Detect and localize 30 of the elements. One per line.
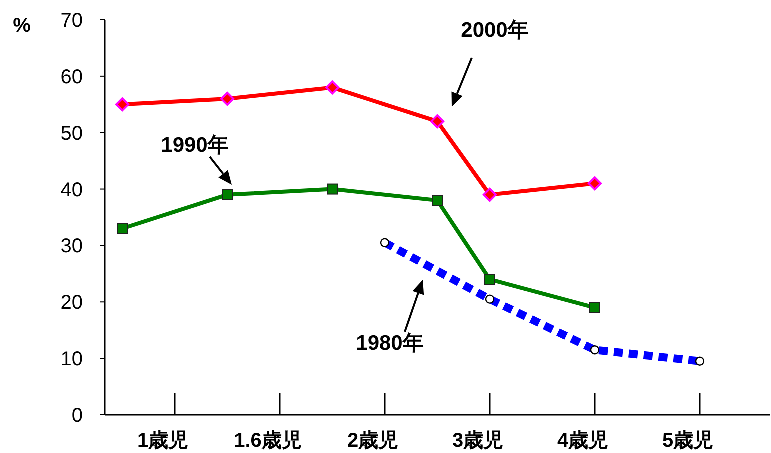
text: 2000年 xyxy=(461,19,529,42)
x-tick-label: 2歳児 xyxy=(347,430,399,452)
x-tick-label: 1歳児 xyxy=(137,430,189,452)
point xyxy=(590,302,600,314)
x-tick-label: 3歳児 xyxy=(452,430,504,452)
point xyxy=(588,176,602,191)
legend-label: 1980年 xyxy=(356,332,424,355)
y-tick-label: 0 xyxy=(72,405,83,427)
y-tick-label: 40 xyxy=(60,179,83,202)
point xyxy=(326,80,340,95)
x-tick-label: 4歳児 xyxy=(557,430,609,452)
series-label: 1990年 xyxy=(161,134,229,157)
point xyxy=(327,184,338,195)
y-tick-label: 50 xyxy=(60,122,83,145)
point xyxy=(222,189,233,200)
point xyxy=(484,274,496,286)
point xyxy=(430,114,444,129)
y-tick-label: 20 xyxy=(60,292,83,314)
y-tick-label: 60 xyxy=(60,66,83,88)
point xyxy=(116,98,130,112)
point xyxy=(483,188,497,202)
point xyxy=(117,223,128,234)
y-tick-label: 30 xyxy=(60,236,83,258)
y-axis-title: % xyxy=(13,15,32,37)
y-tick-label: 10 xyxy=(60,348,83,371)
point xyxy=(220,92,234,106)
x-tick-label: 5歳児 xyxy=(662,430,714,452)
x-tick-label: 1.6歳児 xyxy=(234,430,302,452)
point xyxy=(432,195,443,206)
y-tick-label: 70 xyxy=(60,10,83,32)
